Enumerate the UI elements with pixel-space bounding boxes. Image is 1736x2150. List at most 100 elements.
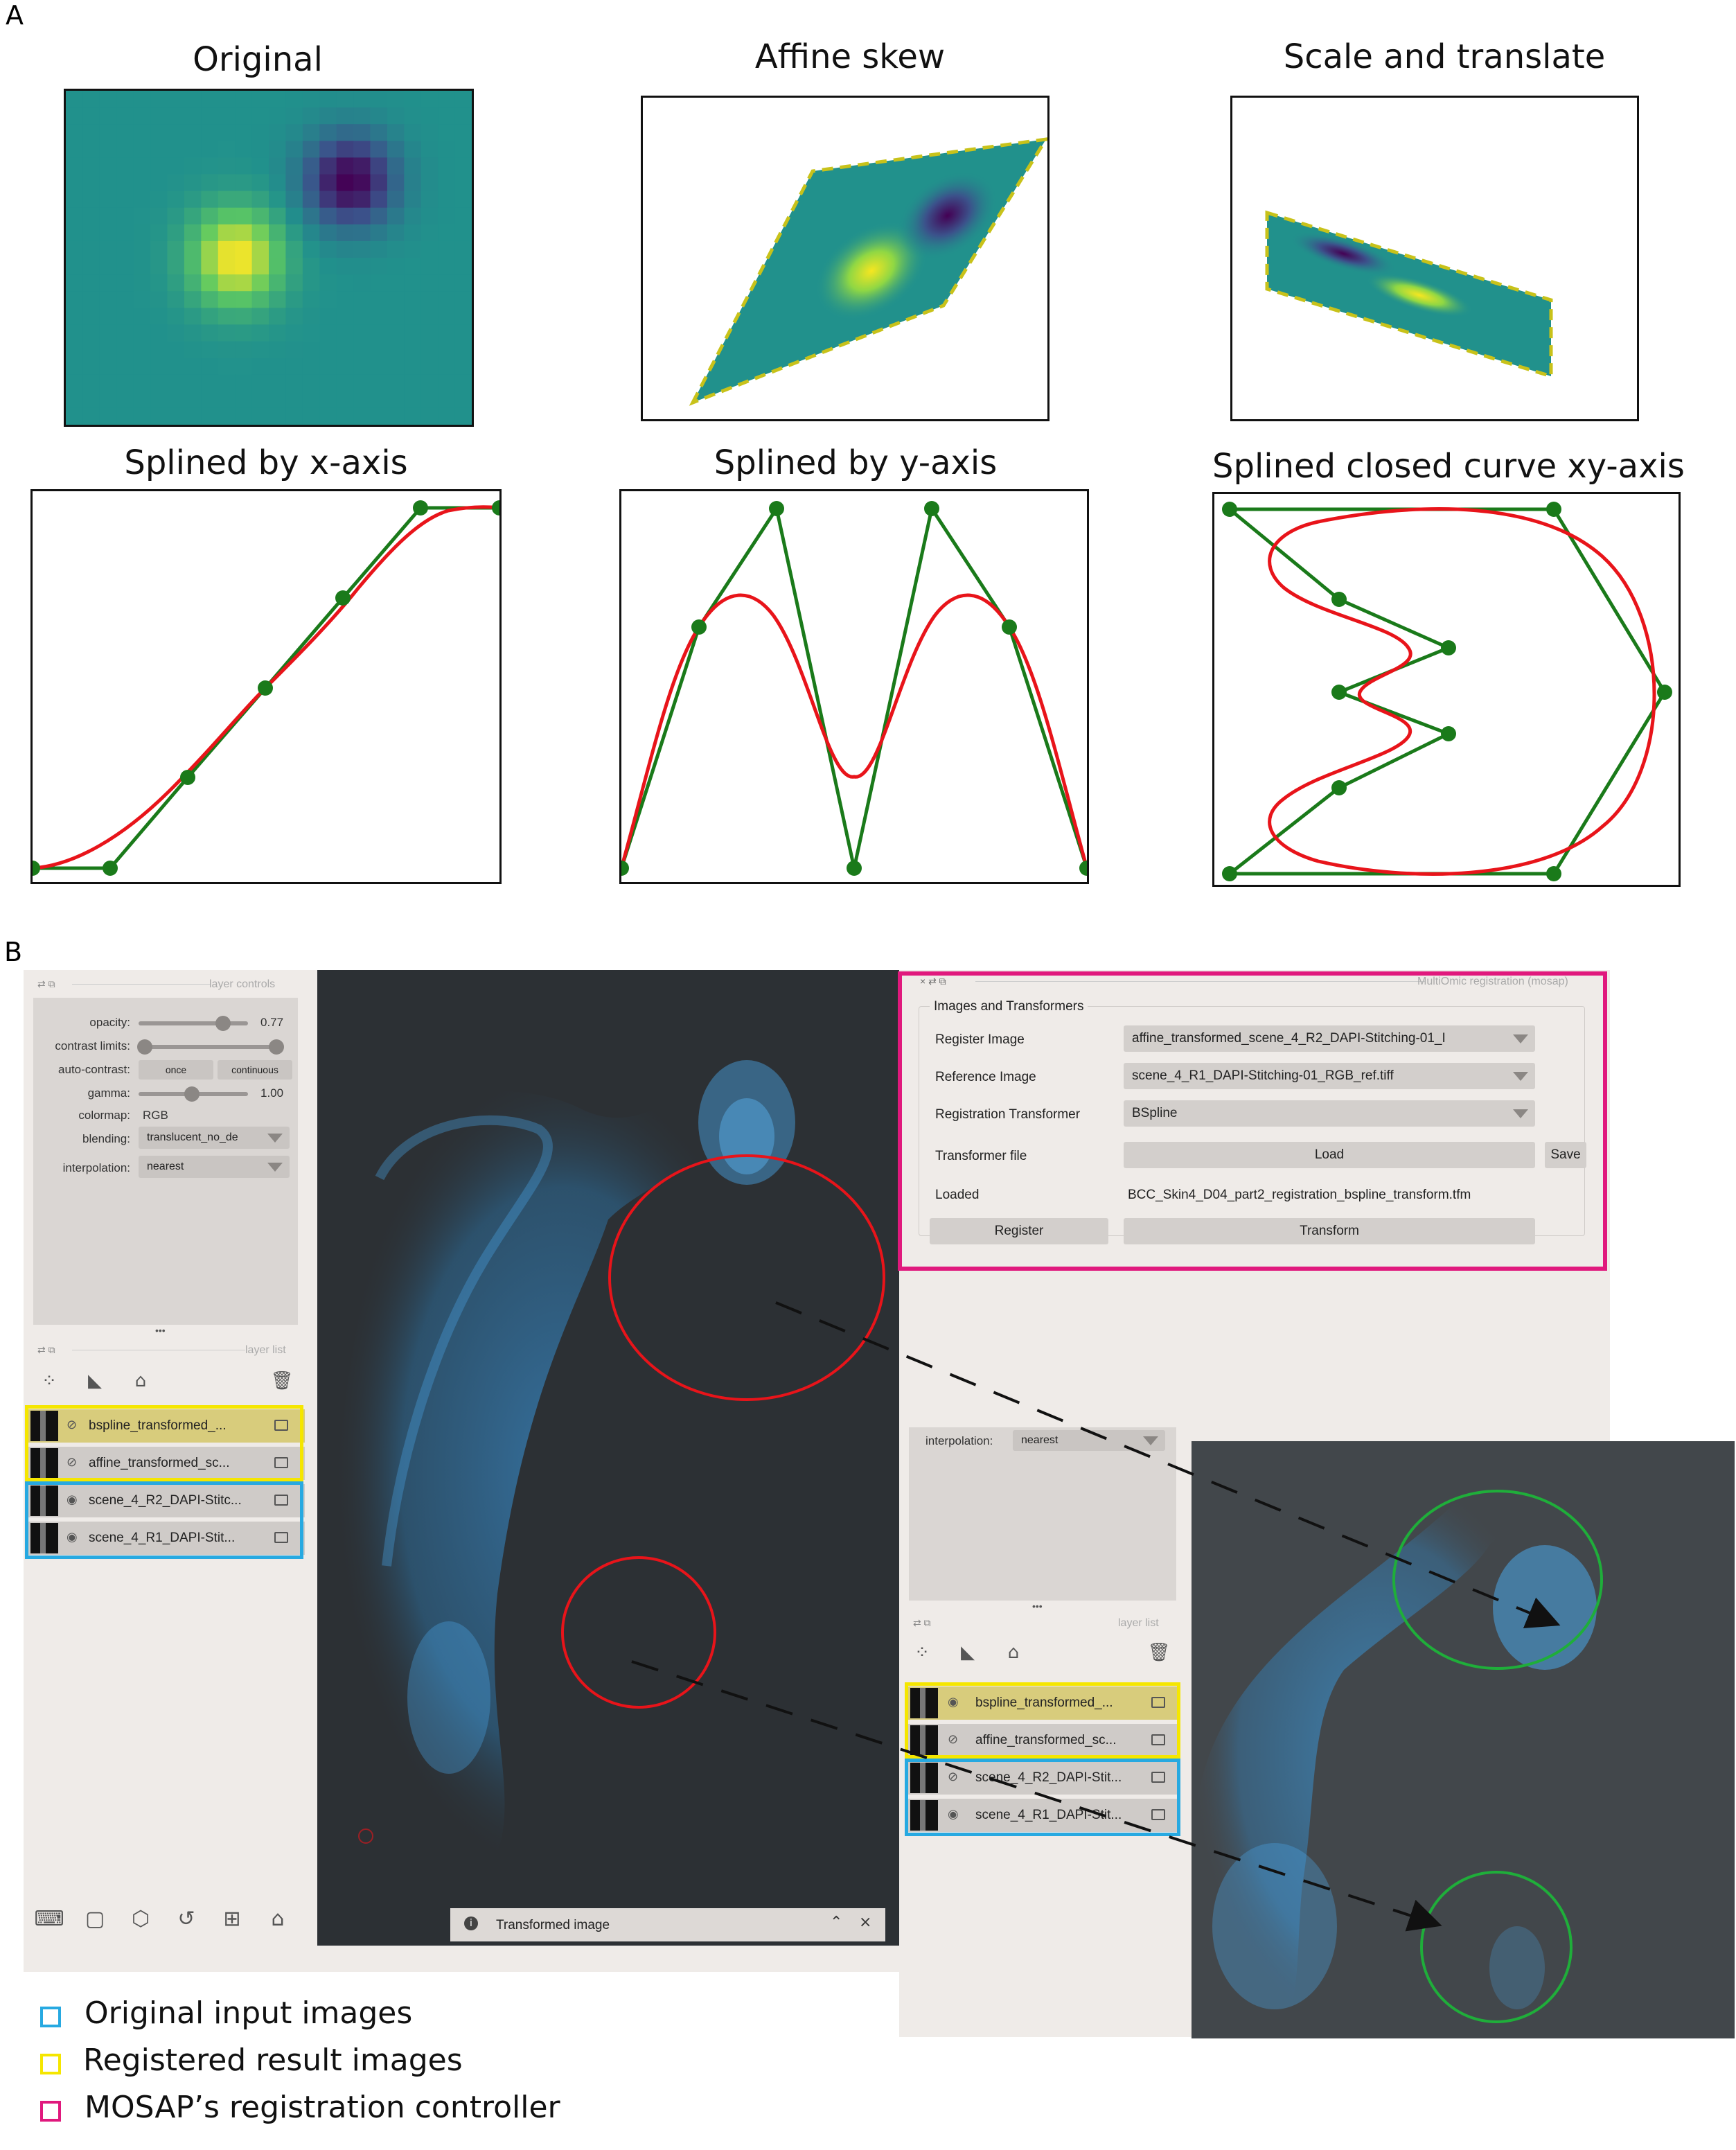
eye-off-icon[interactable]: ⊘ — [67, 1455, 78, 1470]
register-image-dropdown[interactable]: affine_transformed_scene_4_R2_DAPI-Stitc… — [1124, 1025, 1535, 1052]
roll-dims-icon[interactable]: ⬡ — [131, 1906, 150, 1931]
heatmap-cell — [99, 391, 117, 409]
heatmap-cell — [235, 207, 253, 225]
heatmap-cell — [420, 258, 439, 275]
dock-resize-handle[interactable]: ••• — [155, 1325, 166, 1336]
heatmap-cell — [235, 157, 253, 175]
heatmap-cell — [251, 308, 269, 325]
heatmap-cell — [82, 174, 100, 192]
heatmap-cell — [150, 191, 168, 209]
heatmap-cell — [116, 407, 134, 425]
blending-dropdown[interactable]: translucent_no_de — [139, 1127, 290, 1149]
panel-letter-b: B — [4, 937, 23, 967]
layer-row[interactable]: ◉ scene_4_R1_DAPI-Stit... — [28, 1522, 305, 1555]
heatmap-cell — [251, 240, 269, 258]
gamma-slider-knob[interactable] — [184, 1086, 200, 1102]
contrast-max-knob[interactable] — [269, 1039, 284, 1055]
zoom-interpolation-dropdown[interactable]: nearest — [1013, 1430, 1165, 1451]
heatmap-cell — [404, 391, 422, 409]
plot-title-spline-closed: Splined closed curve xy-axis — [1212, 447, 1685, 486]
eye-off-icon[interactable]: ⊘ — [67, 1418, 78, 1432]
heatmap-cell — [167, 291, 185, 308]
continuous-button[interactable]: continuous — [218, 1060, 292, 1080]
registration-transformer-dropdown[interactable]: BSpline — [1124, 1100, 1535, 1127]
heatmap-cell — [319, 240, 337, 258]
opacity-slider-knob[interactable] — [215, 1016, 231, 1031]
layer-row[interactable]: ⊘ affine_transformed_sc... — [907, 1724, 1178, 1757]
layer-controls-header: layer controls — [209, 978, 276, 990]
heatmap-cell — [184, 358, 202, 376]
heatmap-cell — [319, 91, 337, 108]
contrast-slider[interactable] — [139, 1045, 281, 1049]
home-icon[interactable]: ⌂ — [271, 1906, 285, 1931]
heatmap-cell — [235, 258, 253, 275]
reference-image-dropdown[interactable]: scene_4_R1_DAPI-Stitching-01_RGB_ref.tif… — [1124, 1063, 1535, 1089]
heatmap-cell — [387, 224, 405, 242]
registered-image-view[interactable] — [1192, 1441, 1735, 2038]
eye-icon[interactable]: ◉ — [948, 1807, 959, 1822]
heatmap-cell — [420, 107, 439, 125]
layer-row[interactable]: ⊘ affine_transformed_sc... — [28, 1447, 305, 1480]
new-points-layer-icon[interactable]: ⁘ — [42, 1371, 57, 1391]
close-icon[interactable]: × ⇄ ⧉ — [920, 976, 946, 987]
image-icon — [1151, 1734, 1165, 1745]
heatmap-cell — [269, 308, 287, 325]
heatmap-cell — [438, 308, 456, 325]
eye-off-icon[interactable]: ⊘ — [948, 1732, 959, 1747]
eye-icon[interactable]: ◉ — [67, 1492, 78, 1507]
heatmap-cell — [336, 141, 354, 158]
load-button[interactable]: Load — [1124, 1142, 1535, 1168]
expand-icon[interactable]: ⌃ — [830, 1914, 843, 1931]
notification-toast: i Transformed image ⌃ × — [450, 1908, 885, 1941]
transform-button[interactable]: Transform — [1124, 1218, 1535, 1244]
delete-layer-icon[interactable]: 🗑 — [1147, 1642, 1171, 1663]
spline-x-point — [180, 770, 195, 785]
save-button[interactable]: Save — [1545, 1142, 1586, 1168]
heatmap-cell — [302, 258, 320, 275]
heatmap-cell — [201, 157, 219, 175]
new-shapes-layer-icon[interactable]: ◣ — [88, 1371, 102, 1391]
image-canvas[interactable]: i Transformed image ⌃ × — [317, 970, 899, 1946]
heatmap-cell — [66, 291, 84, 308]
eye-icon[interactable]: ◉ — [948, 1695, 959, 1709]
layer-row[interactable]: ◉ scene_4_R1_DAPI-Stit... — [907, 1799, 1178, 1832]
register-button[interactable]: Register — [930, 1218, 1108, 1244]
grid-icon[interactable]: ⊞ — [223, 1906, 241, 1931]
new-labels-layer-icon[interactable]: ⌂ — [134, 1371, 147, 1391]
transpose-icon[interactable]: ↺ — [177, 1906, 195, 1931]
heatmap-cell — [370, 224, 388, 242]
heatmap-cell — [336, 291, 354, 308]
console-icon[interactable]: ⌨ — [34, 1906, 64, 1931]
delete-layer-icon[interactable]: 🗑 — [270, 1371, 294, 1391]
heatmap-cell — [404, 258, 422, 275]
once-button[interactable]: once — [139, 1060, 213, 1080]
heatmap-cell — [184, 341, 202, 359]
layer-row[interactable]: ⊘ bspline_transformed_... — [28, 1409, 305, 1443]
interpolation-dropdown[interactable]: nearest — [139, 1156, 290, 1178]
green-circle-bottom — [1420, 1871, 1573, 2023]
layer-row[interactable]: ⊘ scene_4_R2_DAPI-Stit... — [907, 1761, 1178, 1795]
eye-icon[interactable]: ◉ — [67, 1530, 78, 1544]
layer-row[interactable]: ◉ scene_4_R2_DAPI-Stitc... — [28, 1484, 305, 1517]
2d-3d-toggle-icon[interactable]: ▢ — [85, 1906, 105, 1931]
heatmap-cell — [387, 308, 405, 325]
eye-off-icon[interactable]: ⊘ — [948, 1770, 959, 1784]
heatmap-cell — [285, 157, 303, 175]
close-icon[interactable]: × — [859, 1914, 872, 1931]
heatmap-cell — [269, 191, 287, 209]
heatmap-cell — [285, 174, 303, 192]
layer-row[interactable]: ◉ bspline_transformed_... — [907, 1686, 1178, 1720]
heatmap-cell — [66, 308, 84, 325]
new-shapes-layer-icon[interactable]: ◣ — [961, 1642, 975, 1663]
heatmap-cell — [285, 358, 303, 376]
heatmap-cell — [353, 141, 371, 158]
new-labels-layer-icon[interactable]: ⌂ — [1007, 1642, 1020, 1663]
heatmap-cell — [404, 274, 422, 292]
heatmap-cell — [269, 207, 287, 225]
contrast-min-knob[interactable] — [137, 1039, 152, 1055]
new-points-layer-icon[interactable]: ⁘ — [914, 1642, 930, 1663]
heatmap-cell — [420, 324, 439, 342]
opacity-slider[interactable] — [139, 1021, 248, 1025]
heatmap-cell — [285, 207, 303, 225]
heatmap-cell — [269, 174, 287, 192]
